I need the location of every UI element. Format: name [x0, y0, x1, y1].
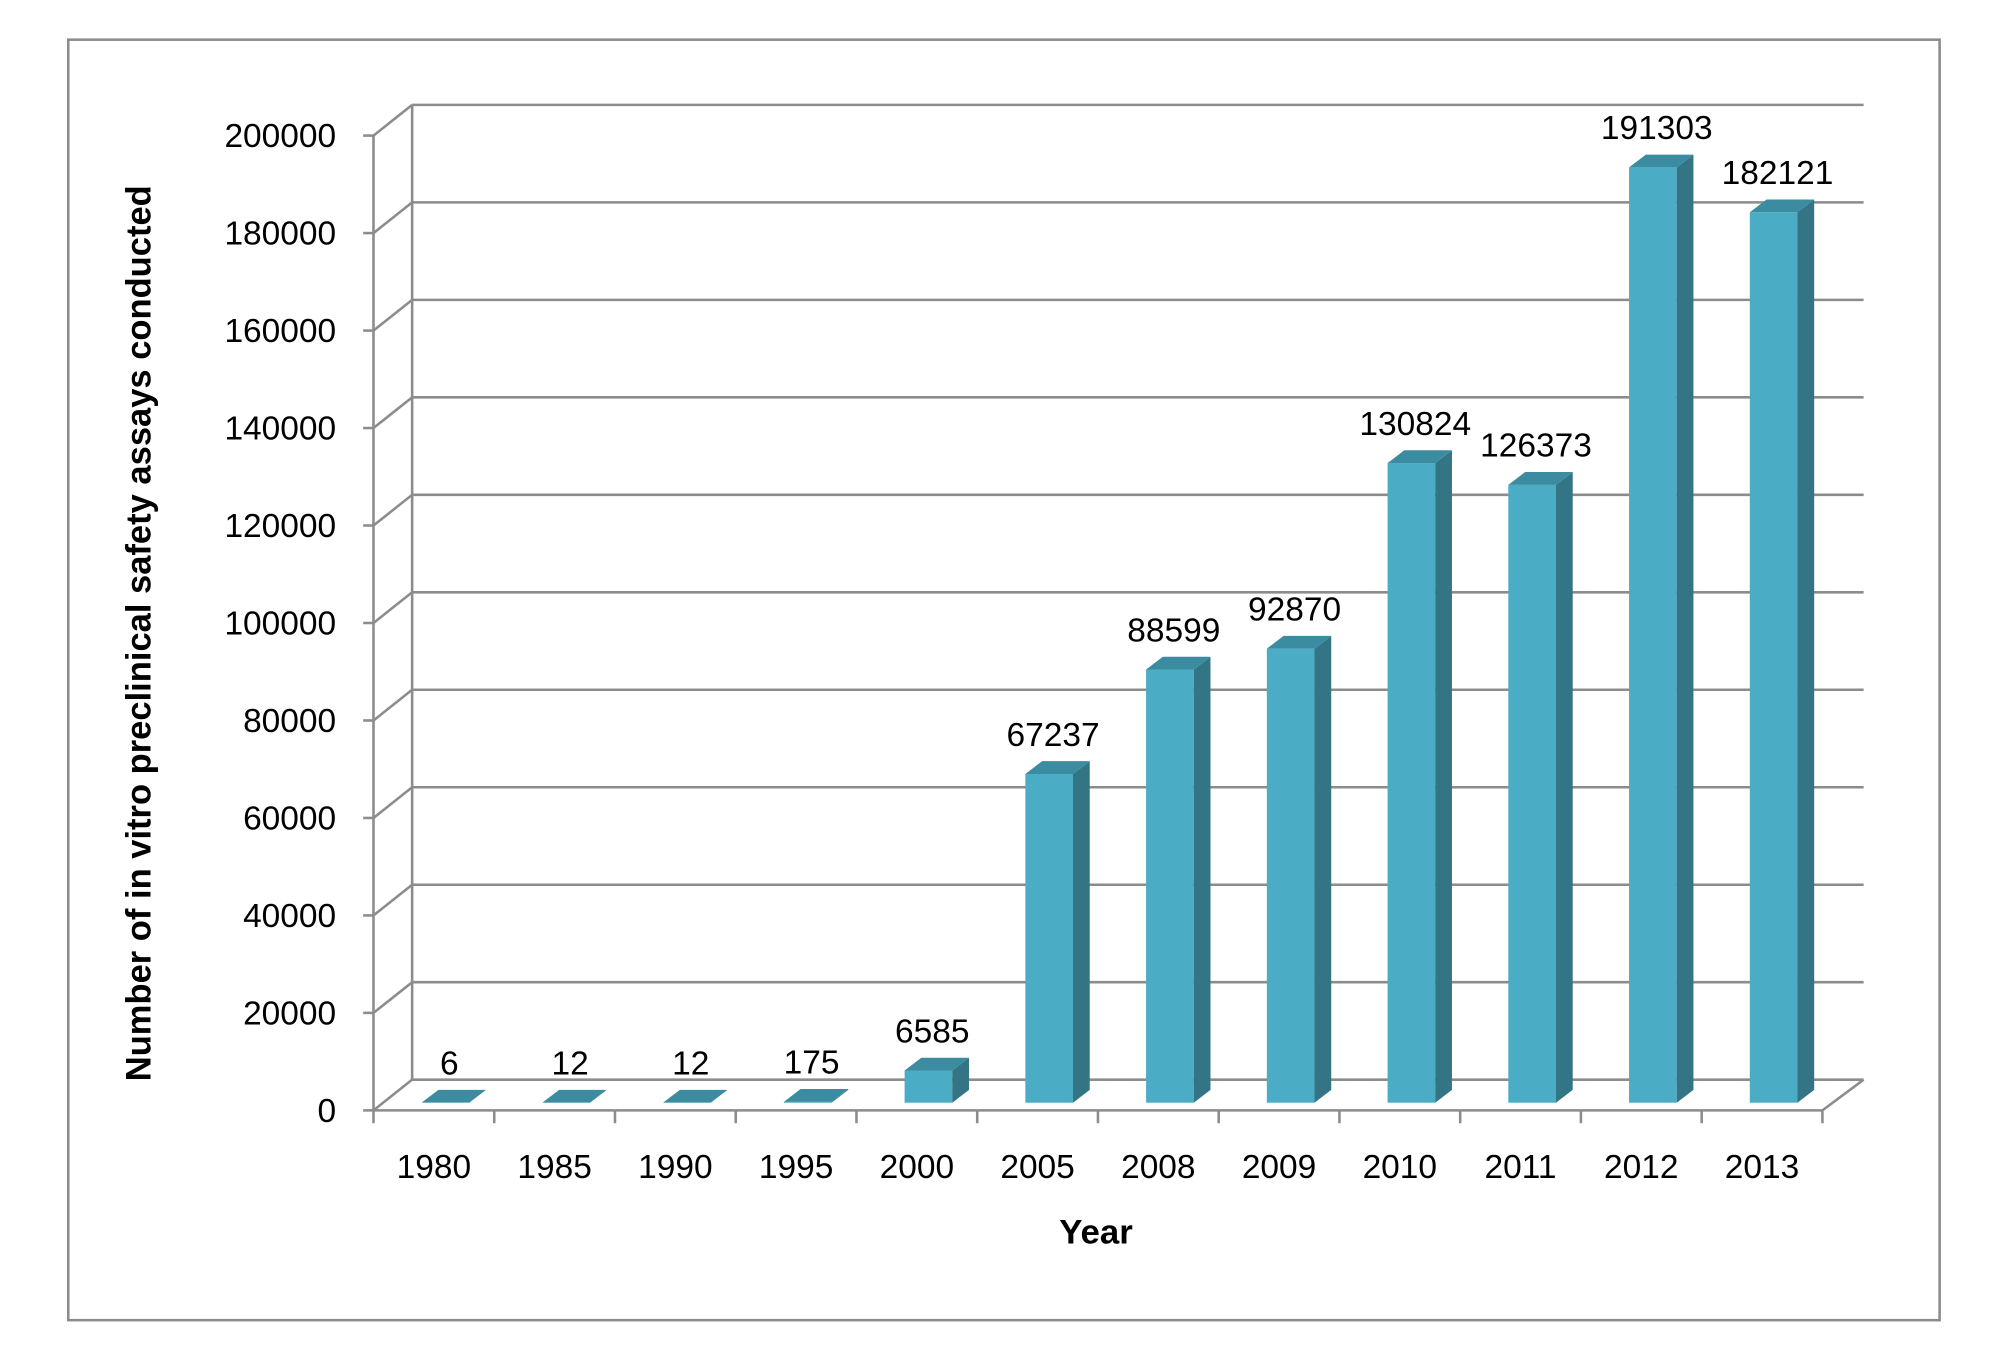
gridline-diagonal: [372, 298, 413, 332]
data-label: 130824: [1359, 406, 1471, 443]
x-tick-label: 2012: [1604, 1149, 1678, 1186]
x-tick-label: 2005: [1000, 1149, 1074, 1186]
bar-2008: [1146, 656, 1211, 1103]
floor-edge: [1821, 1078, 1865, 1112]
gridline-diagonal: [372, 396, 413, 430]
data-label: 88599: [1127, 612, 1220, 649]
gridline-diagonal: [372, 1078, 413, 1112]
y-tick-label: 160000: [224, 313, 336, 350]
gridline-diagonal: [372, 103, 413, 137]
bar-2012: [1629, 154, 1694, 1103]
data-label: 12: [672, 1046, 709, 1083]
data-label: 12: [551, 1046, 588, 1083]
x-axis-title: Year: [1059, 1214, 1132, 1252]
bar-side: [952, 1057, 969, 1103]
bar-2005: [1025, 761, 1090, 1103]
x-tick-label: 2000: [880, 1149, 954, 1186]
bar-1995: [783, 1089, 849, 1103]
y-tick-label: 80000: [243, 703, 336, 740]
data-label: 6585: [895, 1013, 969, 1050]
bar-side: [710, 1089, 728, 1103]
bar-side: [1072, 761, 1090, 1103]
y-tick-label: 60000: [243, 801, 336, 838]
x-tick-label: 2010: [1363, 1149, 1437, 1186]
bar-front: [783, 1101, 832, 1103]
y-tick-label: 40000: [243, 898, 336, 935]
bar-top: [1629, 154, 1694, 168]
data-label: 92870: [1248, 592, 1341, 629]
bar-2010: [1387, 450, 1452, 1103]
chart-frame: [66, 38, 1941, 1322]
bar-1980: [421, 1089, 487, 1103]
y-axis-title: Number of in vitro preclinical safety as…: [121, 185, 159, 1081]
bar-1990: [663, 1089, 728, 1103]
y-tick-label: 180000: [224, 216, 336, 253]
gridline-diagonal: [372, 201, 413, 235]
bar-top: [1146, 656, 1211, 670]
bar-top: [1387, 450, 1452, 464]
bar-top: [783, 1089, 849, 1102]
data-label: 6: [440, 1046, 459, 1083]
bar-top: [1749, 199, 1815, 213]
bar-front: [1749, 212, 1798, 1103]
x-tick-label: 2008: [1121, 1149, 1195, 1186]
data-label: 126373: [1480, 428, 1592, 465]
bar-top: [1025, 761, 1090, 774]
bar-top: [1508, 472, 1573, 485]
bar-top: [663, 1089, 728, 1103]
x-tick-label: 1985: [517, 1149, 591, 1186]
bar-front: [904, 1070, 953, 1103]
bar-front: [1387, 463, 1436, 1103]
gridline-diagonal: [372, 981, 413, 1014]
x-tick-label: 1980: [397, 1149, 471, 1186]
y-tick-label: 20000: [243, 996, 336, 1033]
gridline-diagonal: [372, 688, 413, 722]
bar-side: [1314, 635, 1332, 1103]
gridline-diagonal: [372, 591, 413, 624]
bar-side: [590, 1089, 607, 1103]
gridline-diagonal: [372, 493, 413, 527]
bar-2000: [904, 1057, 969, 1103]
bar-side: [1676, 154, 1694, 1103]
bar-top: [542, 1089, 607, 1103]
bar-side: [1435, 450, 1452, 1103]
bar-front: [1629, 167, 1677, 1103]
bar-top: [904, 1057, 969, 1071]
bar-front: [1025, 773, 1073, 1103]
bar-side: [469, 1089, 487, 1103]
bar-front: [1266, 648, 1315, 1103]
y-tick-label: 140000: [224, 411, 336, 448]
y-tick-label: 120000: [224, 508, 336, 545]
gridline-diagonal: [372, 786, 413, 819]
bar-2011: [1508, 472, 1573, 1103]
x-tick-label: 2009: [1242, 1149, 1316, 1186]
bar-side: [831, 1089, 849, 1103]
bar-top: [1266, 635, 1332, 649]
bar-side: [1797, 199, 1815, 1103]
bar-front: [1508, 484, 1556, 1103]
x-tick-label: 1990: [638, 1149, 712, 1186]
y-tick-label: 100000: [224, 606, 336, 643]
bar-side: [1555, 472, 1573, 1103]
y-tick-label: 200000: [224, 118, 336, 155]
bar-2013: [1749, 199, 1815, 1103]
bar-1985: [542, 1089, 607, 1103]
bar-top: [421, 1089, 487, 1103]
y-tick-label: 0: [318, 1093, 337, 1130]
x-tick-label: 2013: [1725, 1149, 1799, 1186]
data-label: 175: [784, 1045, 840, 1082]
bar-front: [1146, 669, 1194, 1103]
gridline-diagonal: [372, 883, 413, 917]
bar-side: [1193, 656, 1211, 1103]
x-tick-label: 2011: [1485, 1149, 1557, 1186]
bar-2009: [1266, 635, 1332, 1103]
data-label: 67237: [1006, 717, 1099, 754]
data-label: 182121: [1722, 155, 1834, 192]
data-label: 191303: [1601, 110, 1713, 147]
x-tick-label: 1995: [759, 1149, 833, 1186]
